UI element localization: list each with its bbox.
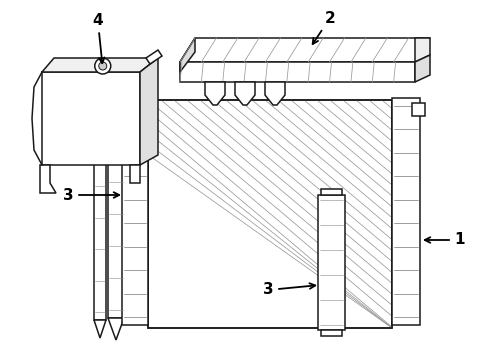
Polygon shape bbox=[108, 318, 124, 340]
Polygon shape bbox=[94, 320, 106, 338]
Text: 3: 3 bbox=[263, 283, 315, 297]
Polygon shape bbox=[122, 98, 148, 325]
Text: 2: 2 bbox=[313, 10, 335, 44]
Text: 4: 4 bbox=[93, 13, 104, 63]
Polygon shape bbox=[321, 189, 342, 195]
Circle shape bbox=[99, 62, 107, 70]
Polygon shape bbox=[94, 115, 106, 320]
Polygon shape bbox=[180, 38, 430, 62]
Polygon shape bbox=[108, 110, 124, 318]
Polygon shape bbox=[415, 38, 430, 62]
Polygon shape bbox=[321, 330, 342, 336]
Polygon shape bbox=[40, 165, 56, 193]
Polygon shape bbox=[412, 103, 425, 116]
Polygon shape bbox=[180, 38, 195, 72]
Polygon shape bbox=[148, 100, 392, 328]
Polygon shape bbox=[42, 72, 140, 165]
Polygon shape bbox=[130, 165, 140, 183]
Polygon shape bbox=[318, 195, 345, 330]
Circle shape bbox=[95, 58, 111, 74]
Polygon shape bbox=[415, 55, 430, 82]
Polygon shape bbox=[42, 58, 158, 72]
Polygon shape bbox=[235, 82, 255, 105]
Polygon shape bbox=[140, 58, 158, 165]
Text: 1: 1 bbox=[425, 233, 465, 248]
Polygon shape bbox=[265, 82, 285, 105]
Polygon shape bbox=[392, 98, 420, 325]
Polygon shape bbox=[146, 50, 162, 64]
Polygon shape bbox=[180, 62, 415, 82]
Text: 3: 3 bbox=[63, 188, 119, 202]
Polygon shape bbox=[205, 82, 225, 105]
